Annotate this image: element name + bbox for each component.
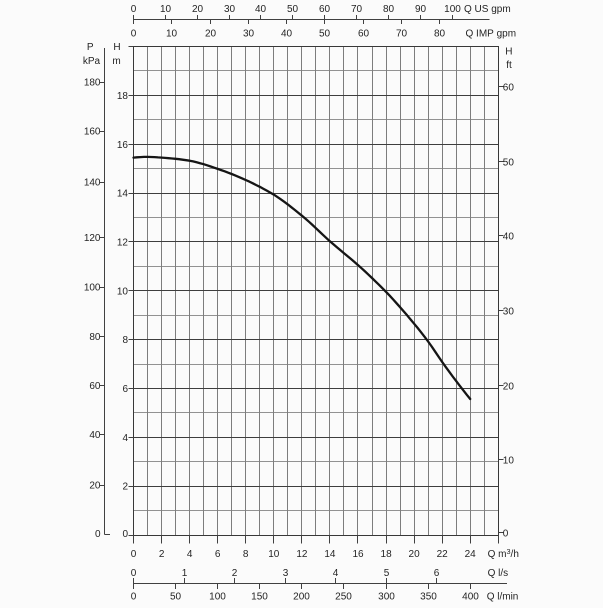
- svg-text:70: 70: [396, 29, 408, 40]
- svg-text:H: H: [113, 42, 120, 53]
- svg-text:100: 100: [84, 283, 101, 294]
- svg-text:16: 16: [352, 549, 364, 560]
- svg-text:90: 90: [415, 4, 427, 15]
- svg-text:14: 14: [117, 189, 129, 200]
- svg-text:Q l/min: Q l/min: [487, 592, 519, 603]
- svg-text:0: 0: [95, 529, 101, 540]
- svg-text:0: 0: [131, 592, 137, 603]
- svg-text:12: 12: [296, 549, 308, 560]
- svg-text:120: 120: [84, 233, 101, 244]
- svg-text:6: 6: [122, 384, 128, 395]
- svg-text:2: 2: [159, 549, 165, 560]
- svg-text:50: 50: [170, 592, 182, 603]
- svg-text:160: 160: [84, 127, 101, 138]
- svg-text:30: 30: [503, 306, 515, 317]
- svg-text:24: 24: [465, 549, 477, 560]
- svg-text:0: 0: [503, 528, 509, 539]
- svg-text:18: 18: [117, 91, 129, 102]
- svg-text:100: 100: [209, 592, 226, 603]
- svg-text:40: 40: [503, 231, 515, 242]
- svg-text:20: 20: [503, 381, 515, 392]
- svg-text:10: 10: [166, 29, 178, 40]
- svg-text:20: 20: [192, 4, 204, 15]
- svg-text:0: 0: [131, 4, 137, 15]
- svg-text:Q m3/h: Q m3/h: [488, 547, 519, 560]
- svg-text:10: 10: [268, 549, 280, 560]
- svg-text:300: 300: [378, 592, 395, 603]
- svg-text:180: 180: [84, 78, 101, 89]
- svg-text:60: 60: [503, 82, 515, 93]
- svg-text:100: 100: [444, 4, 461, 15]
- svg-text:80: 80: [89, 332, 101, 343]
- svg-text:50: 50: [503, 157, 515, 168]
- svg-text:kPa: kPa: [83, 56, 101, 67]
- svg-text:10: 10: [160, 4, 172, 15]
- svg-text:H: H: [505, 47, 512, 58]
- svg-text:350: 350: [420, 592, 437, 603]
- svg-text:1: 1: [182, 568, 188, 579]
- svg-text:14: 14: [324, 549, 336, 560]
- svg-text:250: 250: [335, 592, 352, 603]
- svg-text:2: 2: [232, 568, 238, 579]
- svg-text:P: P: [87, 42, 94, 53]
- svg-text:10: 10: [117, 286, 129, 297]
- svg-text:20: 20: [205, 29, 217, 40]
- svg-text:60: 60: [358, 29, 370, 40]
- svg-text:0: 0: [131, 29, 137, 40]
- svg-text:50: 50: [287, 4, 299, 15]
- svg-text:6: 6: [434, 568, 440, 579]
- svg-text:0: 0: [122, 529, 128, 540]
- svg-text:80: 80: [383, 4, 395, 15]
- svg-text:20: 20: [89, 481, 101, 492]
- svg-text:400: 400: [462, 592, 479, 603]
- svg-text:Q l/s: Q l/s: [488, 568, 509, 579]
- svg-text:8: 8: [243, 549, 249, 560]
- svg-text:4: 4: [333, 568, 339, 579]
- svg-text:40: 40: [89, 430, 101, 441]
- svg-text:5: 5: [384, 568, 390, 579]
- svg-text:0: 0: [131, 549, 137, 560]
- svg-text:60: 60: [319, 4, 331, 15]
- svg-text:Q US gpm: Q US gpm: [464, 4, 511, 15]
- svg-text:4: 4: [187, 549, 193, 560]
- svg-text:150: 150: [251, 592, 268, 603]
- svg-text:80: 80: [434, 29, 446, 40]
- svg-text:18: 18: [381, 549, 393, 560]
- svg-text:30: 30: [224, 4, 236, 15]
- svg-text:3: 3: [283, 568, 289, 579]
- svg-text:6: 6: [215, 549, 221, 560]
- svg-text:8: 8: [122, 335, 128, 346]
- svg-text:40: 40: [281, 29, 293, 40]
- svg-text:16: 16: [117, 140, 129, 151]
- svg-text:60: 60: [89, 381, 101, 392]
- svg-text:50: 50: [319, 29, 331, 40]
- svg-text:22: 22: [437, 549, 449, 560]
- svg-text:0: 0: [131, 568, 137, 579]
- svg-text:4: 4: [122, 433, 128, 444]
- svg-text:40: 40: [255, 4, 267, 15]
- svg-text:20: 20: [409, 549, 421, 560]
- svg-text:Q IMP gpm: Q IMP gpm: [466, 29, 517, 40]
- svg-text:30: 30: [243, 29, 255, 40]
- svg-text:10: 10: [503, 455, 515, 466]
- svg-text:m: m: [112, 56, 120, 67]
- svg-text:140: 140: [84, 178, 101, 189]
- svg-text:70: 70: [351, 4, 363, 15]
- svg-text:ft: ft: [506, 60, 512, 71]
- svg-text:12: 12: [117, 237, 129, 248]
- svg-text:200: 200: [293, 592, 310, 603]
- svg-text:2: 2: [122, 482, 128, 493]
